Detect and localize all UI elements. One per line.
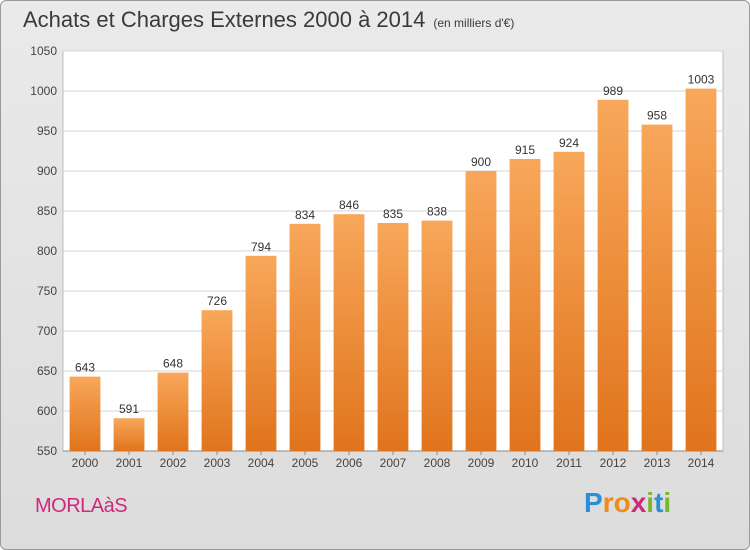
x-tick-label: 2001 [116, 456, 143, 470]
bar [377, 223, 409, 451]
x-tick-label: 2006 [336, 456, 363, 470]
y-tick-label: 650 [37, 364, 57, 378]
bar [157, 372, 189, 451]
data-label: 989 [603, 84, 623, 98]
y-tick-label: 1050 [30, 44, 57, 58]
bar [69, 376, 101, 451]
label-layer: 643 591 648 726 794 834 846 835 838 900 915 924 989 9… [75, 73, 715, 417]
data-label: 900 [471, 155, 491, 169]
chart-title: Achats et Charges Externes 2000 à 2014 (e… [23, 7, 514, 33]
unit-label: (en milliers d'€) [433, 16, 515, 30]
x-tick-label: 2005 [292, 456, 319, 470]
data-label: 648 [163, 357, 183, 371]
commune-name: MORLAàS [35, 495, 128, 517]
x-tick-label: 2012 [600, 456, 627, 470]
proxiti-logo: Proxiti [584, 487, 671, 519]
y-tick-label: 750 [37, 284, 57, 298]
data-label: 958 [647, 109, 667, 123]
y-tick-label: 700 [37, 324, 57, 338]
data-label: 834 [295, 208, 315, 222]
bar [553, 151, 585, 452]
x-tick-label: 2009 [468, 456, 495, 470]
bar-layer [69, 88, 717, 452]
bar [333, 214, 365, 451]
data-label: 726 [207, 294, 227, 308]
data-label: 838 [427, 205, 447, 219]
y-tick-label: 800 [37, 244, 57, 258]
logo-letter: t [654, 487, 664, 518]
x-tick-label: 2007 [380, 456, 407, 470]
bar [465, 171, 497, 451]
bar [289, 223, 321, 451]
bar [421, 220, 453, 451]
bar [113, 418, 145, 451]
bar [597, 99, 629, 452]
x-tick-label: 2010 [512, 456, 539, 470]
x-tick-label: 2004 [248, 456, 275, 470]
y-tick-label: 550 [37, 444, 57, 458]
y-tick-label: 950 [37, 124, 57, 138]
logo-letter: i [646, 487, 655, 518]
title-text: Achats et Charges Externes 2000 à 2014 [23, 7, 426, 32]
logo-letter: P [584, 487, 603, 518]
bar [245, 255, 277, 451]
bar [201, 310, 233, 451]
x-tick-label: 2011 [556, 456, 582, 470]
data-label: 924 [559, 136, 579, 150]
y-tick-label: 600 [37, 404, 57, 418]
bar [685, 88, 717, 451]
x-tick-label: 2014 [688, 456, 715, 470]
bar [509, 159, 541, 451]
x-tick-label: 2008 [424, 456, 451, 470]
data-label: 1003 [688, 73, 715, 87]
logo-letter: x [630, 487, 647, 518]
y-tick-label: 1000 [30, 84, 57, 98]
x-tick-label: 2000 [72, 456, 99, 470]
data-label: 794 [251, 240, 271, 254]
x-tick-label: 2013 [644, 456, 671, 470]
x-tick-label: 2003 [204, 456, 231, 470]
x-tick-label: 2002 [160, 456, 187, 470]
data-label: 846 [339, 198, 359, 212]
logo-letter: o [613, 487, 631, 518]
y-tick-label: 900 [37, 164, 57, 178]
logo-letter: r [602, 487, 614, 518]
logo-letter: i [663, 487, 672, 518]
y-tick-label: 850 [37, 204, 57, 218]
data-label: 915 [515, 143, 535, 157]
bar [641, 124, 673, 451]
data-label: 835 [383, 207, 403, 221]
data-label: 643 [75, 361, 95, 375]
data-label: 591 [119, 402, 139, 416]
